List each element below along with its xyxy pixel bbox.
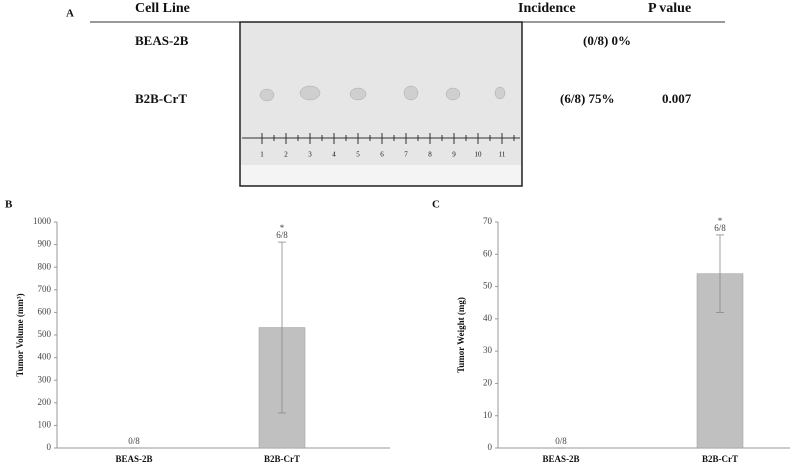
y-tick-label: 200 <box>38 397 52 407</box>
ruler-label: 5 <box>356 151 360 159</box>
y-axis-label: Tumor Weight (mg) <box>456 297 466 373</box>
ruler-label: 8 <box>428 151 432 159</box>
ruler-label: 9 <box>452 151 456 159</box>
header: P value <box>648 1 691 16</box>
y-axis-label: Tumor Volume (mm³) <box>15 293 25 376</box>
y-tick-label: 600 <box>38 306 52 316</box>
ruler-label: 7 <box>404 151 408 159</box>
header: Cell Line <box>135 1 190 16</box>
y-tick-label: 60 <box>483 248 493 258</box>
y-tick-label: 10 <box>483 410 493 420</box>
ruler-label: 11 <box>499 151 506 159</box>
ruler-label: 6 <box>380 151 384 159</box>
ruler-label: 2 <box>284 151 288 159</box>
p-value: 0.007 <box>662 91 692 106</box>
y-tick-label: 500 <box>38 329 52 339</box>
y-tick-label: 40 <box>483 313 493 323</box>
cell-line: BEAS-2B <box>135 33 189 48</box>
header: Incidence <box>518 1 576 16</box>
x-tick-label: B2B-CrT <box>702 454 738 464</box>
y-tick-label: 900 <box>38 239 52 249</box>
ruler-label: 10 <box>475 151 483 159</box>
ruler-label: 3 <box>308 151 312 159</box>
y-tick-label: 1000 <box>33 216 52 226</box>
y-tick-label: 800 <box>38 261 52 271</box>
ruler-label: 4 <box>332 151 336 159</box>
x-tick-label: BEAS-2B <box>115 454 152 464</box>
tumor-photo <box>239 21 523 187</box>
panel-label: C <box>432 199 440 211</box>
annotation: 6/8 <box>714 223 726 233</box>
incidence: (6/8) 75% <box>560 91 615 106</box>
significance-marker: * <box>718 216 723 226</box>
y-tick-label: 100 <box>38 419 52 429</box>
annotation: 0/8 <box>555 436 567 446</box>
y-tick-label: 0 <box>47 442 52 452</box>
y-tick-label: 300 <box>38 374 52 384</box>
incidence: (0/8) 0% <box>583 33 631 48</box>
annotation: 0/8 <box>128 436 140 446</box>
y-tick-label: 700 <box>38 284 52 294</box>
significance-marker: * <box>280 223 285 233</box>
panel-label: B <box>5 199 13 211</box>
x-tick-label: BEAS-2B <box>542 454 579 464</box>
y-tick-label: 70 <box>483 216 493 226</box>
panel-label: A <box>66 8 74 20</box>
ruler-label: 1 <box>260 151 264 159</box>
y-tick-label: 30 <box>483 345 493 355</box>
y-tick-label: 20 <box>483 377 493 387</box>
ruler: 1 2 3 4 5 6 7 8 9 10 11 <box>260 133 515 159</box>
y-tick-label: 400 <box>38 352 52 362</box>
x-tick-label: B2B-CrT <box>264 454 300 464</box>
cell-line: B2B-CrT <box>135 91 187 106</box>
y-tick-label: 0 <box>488 442 493 452</box>
y-tick-label: 50 <box>483 281 493 291</box>
annotation: 6/8 <box>276 230 288 240</box>
